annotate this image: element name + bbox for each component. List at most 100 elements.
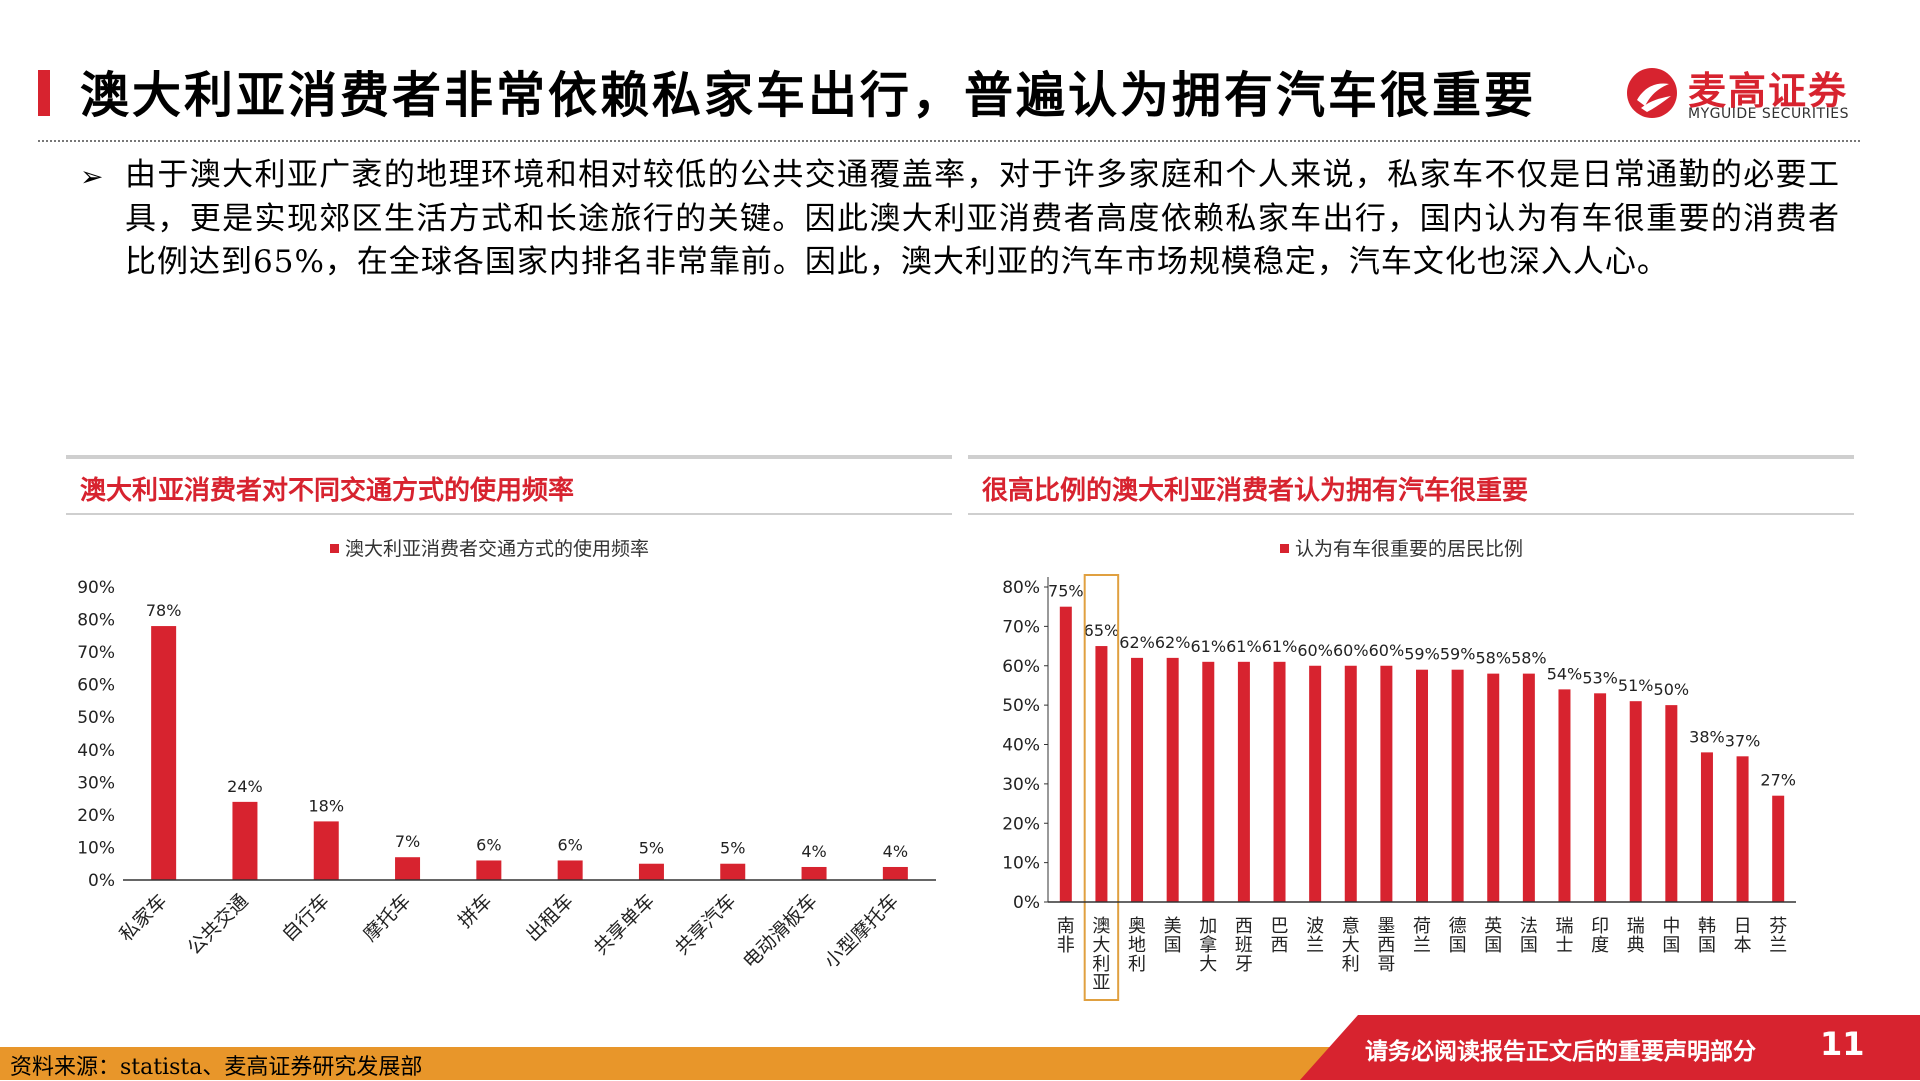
right-chart-highlight-box	[1083, 574, 1120, 1001]
right-chart-data-label: 62%	[1155, 633, 1191, 652]
left-chart-category-label: 电动滑板车	[739, 890, 822, 973]
left-chart-bar	[638, 863, 664, 880]
left-chart-bar	[801, 866, 827, 880]
left-chart-y-tick-label: 10%	[77, 838, 115, 858]
right-chart-data-label: 53%	[1582, 668, 1618, 687]
logo-mark-icon	[1627, 68, 1677, 118]
left-panel-title-rule	[66, 513, 952, 515]
right-chart-bar	[1736, 756, 1749, 902]
left-chart-bar	[151, 626, 177, 880]
transport-usage-chart: 澳大利亚消费者交通方式的使用频率 0% 10% 20% 30% 40% 50% 60% 70% 8…	[77, 538, 936, 973]
left-panel-title: 澳大利亚消费者对不同交通方式的使用频率	[80, 476, 575, 506]
left-chart-y-tick-label: 90%	[77, 578, 115, 598]
left-chart-y-tick-label: 60%	[77, 676, 115, 696]
left-panel-top-rule	[66, 455, 952, 459]
right-chart-bar	[1665, 705, 1678, 902]
right-chart-bar	[1059, 606, 1072, 902]
left-chart-category-label: 小型摩托车	[820, 890, 903, 973]
right-chart-category-label: 芬兰	[1769, 916, 1787, 956]
right-chart-data-label: 59%	[1440, 645, 1476, 664]
right-chart-data-label: 58%	[1511, 649, 1547, 668]
right-chart-category-label: 瑞士	[1555, 916, 1573, 956]
left-chart-y-tick-label: 0%	[88, 871, 115, 891]
left-chart-data-label: 4%	[801, 842, 826, 861]
page-number: 11	[1820, 1025, 1865, 1063]
left-chart-data-label: 4%	[883, 842, 908, 861]
footer-source: 资料来源：statista、麦高证券研究发展部	[10, 1055, 423, 1080]
right-chart-category-label: 美国	[1164, 916, 1182, 956]
right-chart-category-label: 瑞典	[1627, 916, 1645, 956]
left-chart-y-tick-label: 30%	[77, 773, 115, 793]
right-chart-category-label: 意大利	[1342, 916, 1360, 975]
left-chart-bar	[720, 863, 746, 880]
left-chart-bar	[557, 860, 583, 880]
right-chart-bar	[1558, 689, 1571, 902]
right-chart-bar	[1629, 701, 1642, 902]
right-chart-bar	[1700, 752, 1713, 902]
right-panel-title-rule	[968, 513, 1854, 515]
left-chart-category-label: 拼车	[454, 890, 496, 932]
right-chart-data-label: 61%	[1226, 637, 1262, 656]
right-chart-category-label: 西班牙	[1235, 916, 1253, 975]
logo-text-cn: 麦高证券	[1688, 69, 1849, 113]
right-chart-category-label: 英国	[1484, 916, 1502, 956]
right-chart-category-label: 波兰	[1306, 916, 1324, 956]
title-accent-bar	[38, 70, 50, 116]
right-chart-data-label: 50%	[1654, 680, 1690, 699]
right-chart-data-label: 37%	[1725, 731, 1761, 750]
right-chart-bar	[1095, 646, 1108, 902]
left-chart-y-tick-label: 40%	[77, 741, 115, 761]
left-chart-bar	[232, 801, 258, 880]
right-chart-category-label: 法国	[1520, 916, 1538, 956]
logo-text-en: MYGUIDE SECURITIES	[1688, 106, 1849, 122]
left-chart-legend-label: 澳大利亚消费者交通方式的使用频率	[345, 538, 649, 560]
left-chart-y-tick-label: 80%	[77, 611, 115, 631]
right-chart-bar	[1772, 795, 1785, 902]
right-chart-legend-label: 认为有车很重要的居民比例	[1295, 538, 1523, 560]
right-chart-y-tick-label: 40%	[1002, 736, 1040, 756]
car-importance-chart: 认为有车很重要的居民比例 0% 10% 20% 30% 40% 50% 60% 70% 80% 75…	[1002, 538, 1796, 1001]
company-logo: 麦高证券 MYGUIDE SECURITIES	[1625, 60, 1855, 126]
right-chart-bar	[1131, 657, 1144, 902]
right-chart-y-tick-label: 60%	[1002, 657, 1040, 677]
right-chart-category-label: 德国	[1449, 916, 1467, 956]
right-chart-category-label: 巴西	[1271, 916, 1289, 956]
right-chart-bar	[1202, 661, 1215, 902]
right-chart-data-label: 61%	[1191, 637, 1227, 656]
left-chart-category-label: 私家车	[115, 890, 171, 946]
left-chart-data-label: 24%	[227, 777, 263, 796]
right-chart-data-label: 60%	[1333, 641, 1369, 660]
left-chart-category-label: 自行车	[278, 890, 334, 946]
right-chart-data-label: 65%	[1084, 621, 1120, 640]
right-chart-data-label: 38%	[1689, 727, 1725, 746]
left-chart-category-label: 公共交通	[183, 890, 252, 959]
right-chart-y-tick-label: 0%	[1013, 893, 1040, 913]
right-panel-top-rule	[968, 455, 1854, 459]
left-chart-bar	[882, 866, 908, 880]
right-chart-bar	[1166, 657, 1179, 902]
left-chart-y-tick-label: 50%	[77, 708, 115, 728]
right-chart-category-label: 荷兰	[1413, 916, 1431, 956]
left-chart-bar	[313, 821, 339, 880]
right-chart-y-tick-label: 50%	[1002, 696, 1040, 716]
left-chart-data-label: 78%	[146, 601, 182, 620]
right-chart-y-tick-label: 70%	[1002, 617, 1040, 637]
right-chart-bar	[1237, 661, 1250, 902]
right-chart-data-label: 60%	[1369, 641, 1405, 660]
right-chart-data-label: 27%	[1760, 771, 1796, 790]
left-chart-legend-swatch	[330, 544, 339, 553]
left-chart-bar	[476, 860, 502, 880]
right-chart-bar	[1522, 673, 1535, 902]
right-chart-bar	[1344, 665, 1357, 902]
right-chart-category-label: 中国	[1662, 916, 1680, 956]
left-chart-category-label: 共享单车	[590, 890, 659, 959]
footer-disclaimer: 请务必阅读报告正文后的重要声明部分	[1365, 1038, 1756, 1065]
bullet-arrow-icon: ➢	[80, 160, 104, 193]
left-chart-bar	[395, 857, 421, 880]
right-chart-category-label: 加拿大	[1199, 916, 1217, 975]
left-chart-category-label: 共享汽车	[671, 890, 740, 959]
right-chart-y-tick-label: 10%	[1002, 854, 1040, 874]
right-chart-data-label: 60%	[1297, 641, 1333, 660]
right-chart-data-label: 58%	[1475, 649, 1511, 668]
left-chart-data-label: 5%	[639, 839, 664, 858]
